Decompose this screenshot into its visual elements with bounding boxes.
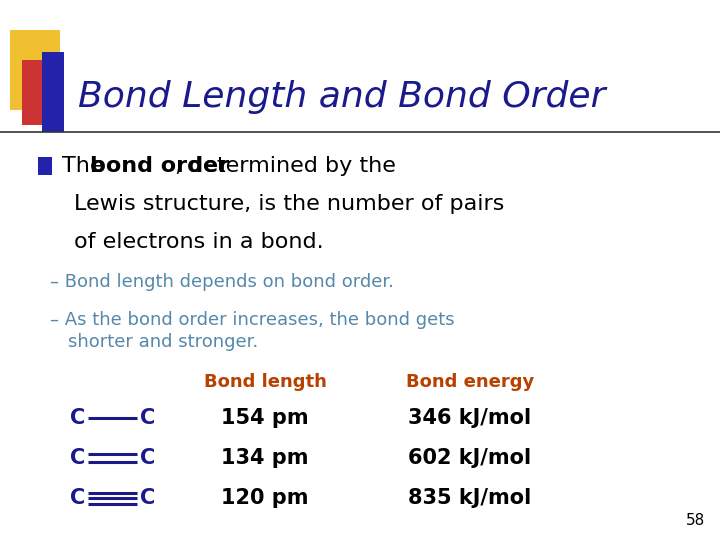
- Text: C: C: [70, 448, 85, 468]
- Text: , determined by the: , determined by the: [175, 156, 396, 176]
- Bar: [38, 157, 52, 175]
- Bar: [42, 52, 64, 132]
- Bar: [10, 30, 60, 110]
- Text: 134 pm: 134 pm: [221, 448, 309, 468]
- Text: C: C: [140, 488, 156, 508]
- Text: – Bond length depends on bond order.: – Bond length depends on bond order.: [50, 273, 394, 291]
- Text: 58: 58: [685, 513, 705, 528]
- Text: Bond Length and Bond Order: Bond Length and Bond Order: [78, 80, 606, 114]
- Text: Lewis structure, is the number of pairs: Lewis structure, is the number of pairs: [74, 194, 505, 214]
- Text: The: The: [62, 156, 111, 176]
- Text: Bond energy: Bond energy: [406, 373, 534, 391]
- Text: Bond length: Bond length: [204, 373, 326, 391]
- Text: 346 kJ/mol: 346 kJ/mol: [408, 408, 531, 428]
- Text: 154 pm: 154 pm: [221, 408, 309, 428]
- Bar: [22, 60, 62, 125]
- Text: C: C: [140, 448, 156, 468]
- Text: C: C: [70, 408, 85, 428]
- Text: 602 kJ/mol: 602 kJ/mol: [408, 448, 531, 468]
- Text: of electrons in a bond.: of electrons in a bond.: [74, 232, 323, 252]
- Text: 120 pm: 120 pm: [221, 488, 309, 508]
- Text: – As the bond order increases, the bond gets: – As the bond order increases, the bond …: [50, 311, 454, 329]
- Text: 835 kJ/mol: 835 kJ/mol: [408, 488, 531, 508]
- Text: shorter and stronger.: shorter and stronger.: [68, 333, 258, 351]
- Text: C: C: [70, 488, 85, 508]
- Text: C: C: [140, 408, 156, 428]
- Text: bond order: bond order: [90, 156, 229, 176]
